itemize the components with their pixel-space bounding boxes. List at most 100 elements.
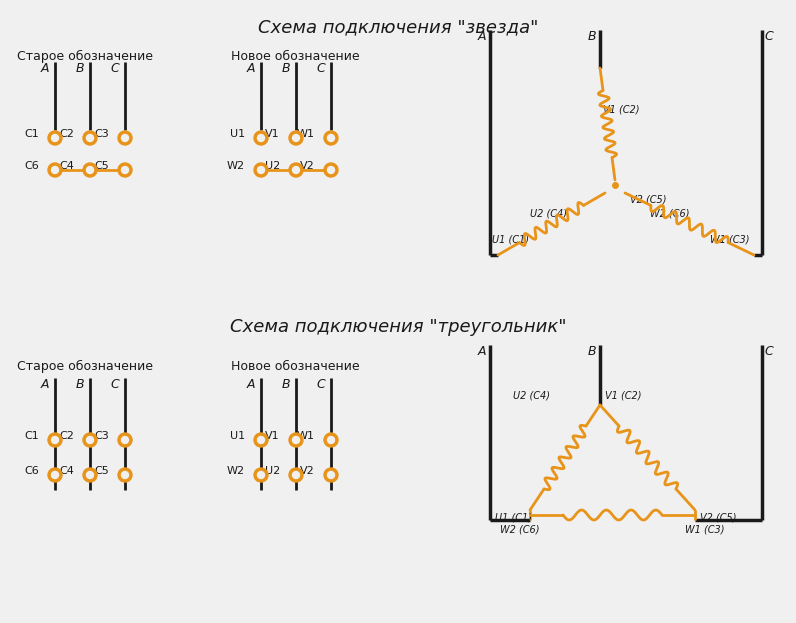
Circle shape [118,131,132,145]
Text: V1: V1 [265,431,280,441]
Circle shape [324,468,338,482]
Text: V2: V2 [300,466,315,476]
Text: Новое обозначение: Новое обозначение [231,360,359,373]
Text: C5: C5 [94,466,109,476]
Text: B: B [76,62,84,75]
Circle shape [292,437,299,444]
Circle shape [48,131,62,145]
Text: B: B [281,62,290,75]
Circle shape [122,472,128,478]
Circle shape [52,166,58,173]
Text: W1 (C3): W1 (C3) [685,525,724,535]
Text: B: B [587,30,596,43]
Text: V2: V2 [300,161,315,171]
Circle shape [52,437,58,444]
Circle shape [254,163,268,177]
Text: Старое обозначение: Старое обозначение [17,360,153,373]
Text: U1: U1 [230,431,245,441]
Text: U2: U2 [265,466,280,476]
Text: C: C [316,62,325,75]
Circle shape [257,437,264,444]
Text: A: A [478,30,486,43]
Circle shape [52,135,58,141]
Circle shape [289,433,303,447]
Circle shape [122,166,128,173]
Circle shape [327,135,334,141]
Text: C: C [764,30,773,43]
Text: C: C [316,378,325,391]
Text: A: A [478,345,486,358]
Text: C: C [764,345,773,358]
Text: C3: C3 [94,431,109,441]
Circle shape [292,135,299,141]
Text: A: A [41,378,49,391]
Text: C1: C1 [24,129,39,139]
Circle shape [324,433,338,447]
Circle shape [87,166,93,173]
Circle shape [324,131,338,145]
Circle shape [118,163,132,177]
Text: U1: U1 [230,129,245,139]
Text: W2 (C6): W2 (C6) [650,208,689,218]
Text: C2: C2 [59,431,74,441]
Text: Схема подключения "звезда": Схема подключения "звезда" [258,18,538,36]
Circle shape [327,437,334,444]
Text: V1: V1 [265,129,280,139]
Circle shape [257,472,264,478]
Circle shape [292,166,299,173]
Text: B: B [587,345,596,358]
Text: U1 (C1): U1 (C1) [495,512,532,522]
Circle shape [87,135,93,141]
Circle shape [122,437,128,444]
Text: U1 (C1): U1 (C1) [492,235,529,245]
Text: W2: W2 [227,161,245,171]
Text: W2: W2 [227,466,245,476]
Text: U2: U2 [265,161,280,171]
Text: C4: C4 [59,466,74,476]
Circle shape [48,468,62,482]
Circle shape [48,433,62,447]
Circle shape [289,163,303,177]
Text: V1 (C2): V1 (C2) [603,105,639,115]
Text: U2 (C4): U2 (C4) [513,390,550,400]
Circle shape [257,135,264,141]
Text: C: C [111,62,119,75]
Text: C1: C1 [24,431,39,441]
Circle shape [83,131,97,145]
Text: V1 (C2): V1 (C2) [605,390,642,400]
Circle shape [324,163,338,177]
Circle shape [257,166,264,173]
Text: A: A [247,62,255,75]
Text: V2 (C5): V2 (C5) [700,512,736,522]
Circle shape [48,163,62,177]
Circle shape [254,468,268,482]
Text: W2 (C6): W2 (C6) [500,525,540,535]
Circle shape [122,135,128,141]
Text: U2 (C4): U2 (C4) [530,208,567,218]
Circle shape [289,131,303,145]
Text: C6: C6 [24,161,39,171]
Circle shape [254,433,268,447]
Circle shape [118,468,132,482]
Circle shape [118,433,132,447]
Text: B: B [76,378,84,391]
Circle shape [83,163,97,177]
Circle shape [327,472,334,478]
Circle shape [83,468,97,482]
Text: Новое обозначение: Новое обозначение [231,50,359,63]
Text: C: C [111,378,119,391]
Text: A: A [41,62,49,75]
Text: A: A [247,378,255,391]
Circle shape [52,472,58,478]
Text: C6: C6 [24,466,39,476]
Text: B: B [281,378,290,391]
Text: W1: W1 [297,431,315,441]
Text: W1 (C3): W1 (C3) [710,235,750,245]
Text: C2: C2 [59,129,74,139]
Circle shape [254,131,268,145]
Circle shape [83,433,97,447]
Circle shape [292,472,299,478]
Circle shape [87,437,93,444]
Text: W1: W1 [297,129,315,139]
Text: Старое обозначение: Старое обозначение [17,50,153,63]
